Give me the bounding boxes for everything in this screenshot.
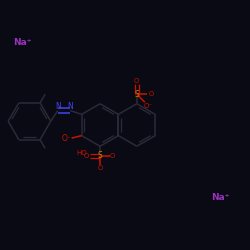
Text: Na⁺: Na⁺ (13, 38, 32, 47)
Text: S: S (98, 151, 102, 160)
Text: O: O (148, 90, 154, 96)
Text: O: O (84, 153, 89, 159)
Text: O: O (134, 78, 139, 84)
Text: O: O (98, 165, 103, 171)
Text: N: N (55, 102, 61, 110)
Text: N: N (68, 102, 73, 110)
Text: S: S (134, 90, 139, 99)
Text: Na⁺: Na⁺ (211, 193, 229, 202)
Text: O⁻: O⁻ (61, 134, 71, 143)
Text: O⁻: O⁻ (144, 103, 153, 109)
Text: O: O (110, 153, 115, 159)
Text: HO: HO (76, 150, 86, 156)
